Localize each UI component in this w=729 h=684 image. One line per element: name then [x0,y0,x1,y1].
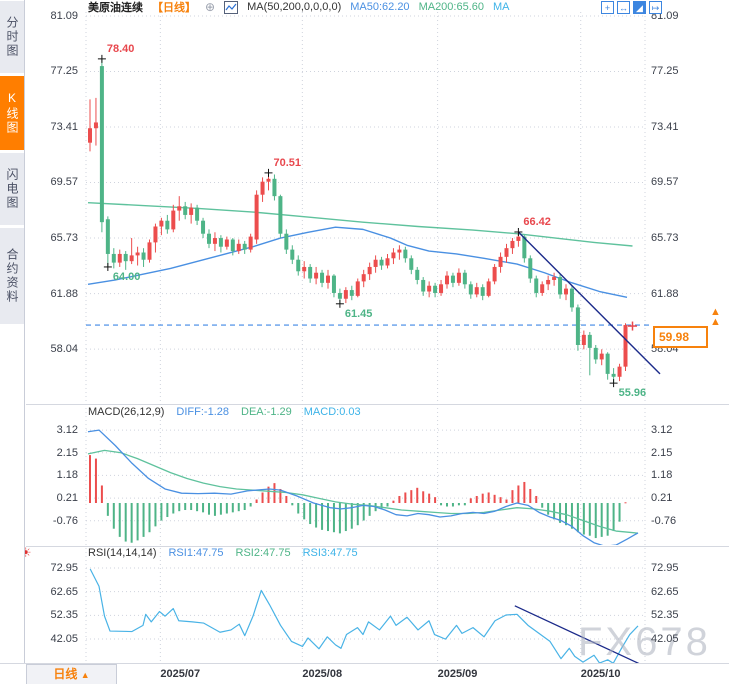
sidebar-tab-contract-info[interactable]: 合约资料 [0,228,24,324]
sun-icon[interactable]: ☀ [20,545,32,560]
export-tool-icon[interactable]: ↦ [649,1,662,14]
panel-divider-axis [0,663,729,664]
rsi2-value: RSI2:47.75 [235,547,291,559]
watermark: FX678 [578,620,711,664]
sidebar: 分时图 K线图闪电图合约资料 [0,0,25,663]
rsi-panel-title: RSI(14,14,14) RSI1:47.75 RSI2:47.75 RSI3… [88,547,358,559]
ma-indicator-icon[interactable] [224,0,239,14]
rsi1-value: RSI1:47.75 [168,547,224,559]
sidebar-tab-kline[interactable]: K线图 [0,76,24,150]
macd-diff-value: DIFF:-1.28 [176,406,229,418]
macd-dea-value: DEA:-1.29 [241,406,292,418]
scale-tool-icon[interactable]: ◢ [633,1,646,14]
ma-extra-label: MA [493,1,510,13]
plus-circle-icon[interactable]: ⊕ [205,0,216,14]
period-tab[interactable]: 日线 ▲ [26,664,117,684]
panel-divider-macd [26,404,729,405]
ma50-value: MA50:62.20 [350,1,410,13]
instrument-name: 美原油连续 [88,2,143,14]
current-price-box: 59.98 [653,326,708,349]
chart-toolbar: + ↔ ◢ ↦ [601,1,662,14]
sidebar-tab-lightning[interactable]: 闪电图 [0,153,24,225]
macd-panel-title: MACD(26,12,9) DIFF:-1.28 DEA:-1.29 MACD:… [88,406,361,418]
crosshair-tool-icon[interactable]: + [601,1,614,14]
macd-macd-value: MACD:0.03 [303,406,361,418]
rsi3-value: RSI3:47.75 [302,547,358,559]
ma-settings-label[interactable]: MA(50,200,0,0,0,0) [247,1,342,13]
chart-header: 美原油连续 【日线】 ⊕ MA(50,200,0,0,0,0) MA50:62.… [88,0,510,14]
period-tab-label: 日线 [53,667,78,681]
rsi-title[interactable]: RSI(14,14,14) [88,547,157,559]
measure-tool-icon[interactable]: ↔ [617,1,630,14]
period-tag[interactable]: 【日线】 [152,2,196,14]
panel-divider-rsi [26,546,729,547]
up-arrow-icon: ▲ ▲ [710,306,721,329]
macd-title[interactable]: MACD(26,12,9) [88,406,165,418]
period-up-triangle-icon: ▲ [80,670,90,680]
sidebar-tab-timeline[interactable]: 分时图 [0,1,24,73]
ma200-value: MA200:65.60 [418,1,484,13]
